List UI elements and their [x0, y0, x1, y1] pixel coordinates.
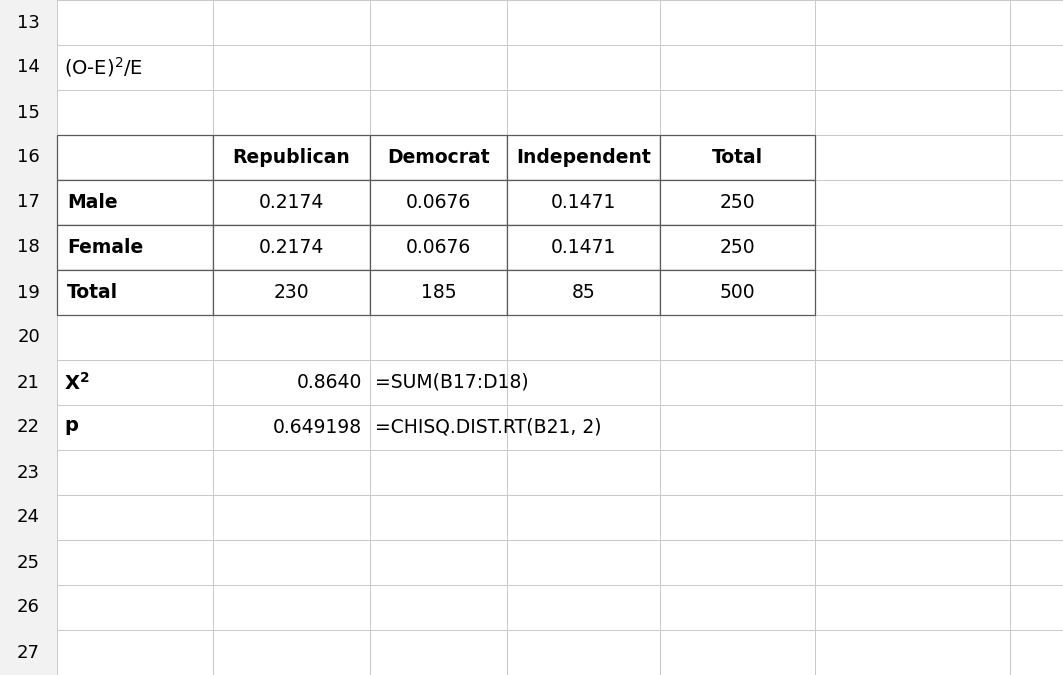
Text: 20: 20 [17, 329, 40, 346]
Bar [213, 270, 370, 315]
Text: 250: 250 [720, 193, 756, 212]
Text: 27: 27 [17, 643, 40, 662]
Bar [0, 90, 57, 135]
Bar [0, 360, 57, 405]
Text: Male: Male [67, 193, 118, 212]
Text: 0.0676: 0.0676 [406, 193, 471, 212]
Bar [0, 495, 57, 540]
Text: =SUM(B17:D18): =SUM(B17:D18) [375, 373, 528, 392]
Bar [660, 225, 815, 270]
Text: 0.649198: 0.649198 [273, 418, 362, 437]
Text: 22: 22 [17, 418, 40, 437]
Bar [213, 180, 370, 225]
Bar [57, 180, 213, 225]
Text: 0.1471: 0.1471 [551, 193, 617, 212]
Text: 24: 24 [17, 508, 40, 526]
Text: 0.8640: 0.8640 [297, 373, 362, 392]
Bar [0, 0, 57, 45]
Text: $\bf{X}$$^{\bf{2}}$: $\bf{X}$$^{\bf{2}}$ [64, 371, 89, 394]
Bar [0, 405, 57, 450]
Text: 0.1471: 0.1471 [551, 238, 617, 257]
Bar [507, 270, 660, 315]
Text: Total: Total [67, 283, 118, 302]
Bar [213, 225, 370, 270]
Text: 0.2174: 0.2174 [258, 193, 324, 212]
Text: 15: 15 [17, 103, 40, 121]
Text: 17: 17 [17, 194, 40, 211]
Bar [507, 180, 660, 225]
Bar [507, 135, 660, 180]
Bar [0, 225, 57, 270]
Text: 16: 16 [17, 148, 40, 167]
Text: 250: 250 [720, 238, 756, 257]
Text: 25: 25 [17, 554, 40, 572]
Bar [0, 180, 57, 225]
Text: 19: 19 [17, 284, 40, 302]
Text: 185: 185 [421, 283, 456, 302]
Text: =CHISQ.DIST.RT(B21, 2): =CHISQ.DIST.RT(B21, 2) [375, 418, 602, 437]
Text: Female: Female [67, 238, 144, 257]
Text: Total: Total [712, 148, 763, 167]
Bar [0, 45, 57, 90]
Text: 0.0676: 0.0676 [406, 238, 471, 257]
Bar [0, 540, 57, 585]
Text: Democrat: Democrat [387, 148, 490, 167]
Text: 13: 13 [17, 14, 40, 32]
Bar [660, 135, 815, 180]
Text: Republican: Republican [233, 148, 351, 167]
Bar [57, 135, 213, 180]
Bar [0, 315, 57, 360]
Bar [0, 630, 57, 675]
Bar [370, 135, 507, 180]
Text: 0.2174: 0.2174 [258, 238, 324, 257]
Text: 18: 18 [17, 238, 40, 256]
Bar [213, 135, 370, 180]
Text: 230: 230 [273, 283, 309, 302]
Text: 500: 500 [720, 283, 756, 302]
Bar [57, 225, 213, 270]
Text: 26: 26 [17, 599, 40, 616]
Bar [0, 450, 57, 495]
Bar [0, 270, 57, 315]
Bar [507, 225, 660, 270]
Text: Independent: Independent [517, 148, 651, 167]
Text: 14: 14 [17, 59, 40, 76]
Bar [0, 135, 57, 180]
Text: (O-E)$^2$/E: (O-E)$^2$/E [64, 55, 144, 80]
Bar [0, 585, 57, 630]
Bar [370, 180, 507, 225]
Bar [660, 270, 815, 315]
Bar [370, 225, 507, 270]
Text: 21: 21 [17, 373, 40, 392]
Text: $\bf{p}$: $\bf{p}$ [64, 418, 79, 437]
Text: 85: 85 [572, 283, 595, 302]
Bar [370, 270, 507, 315]
Bar [57, 270, 213, 315]
Bar [660, 180, 815, 225]
Text: 23: 23 [17, 464, 40, 481]
